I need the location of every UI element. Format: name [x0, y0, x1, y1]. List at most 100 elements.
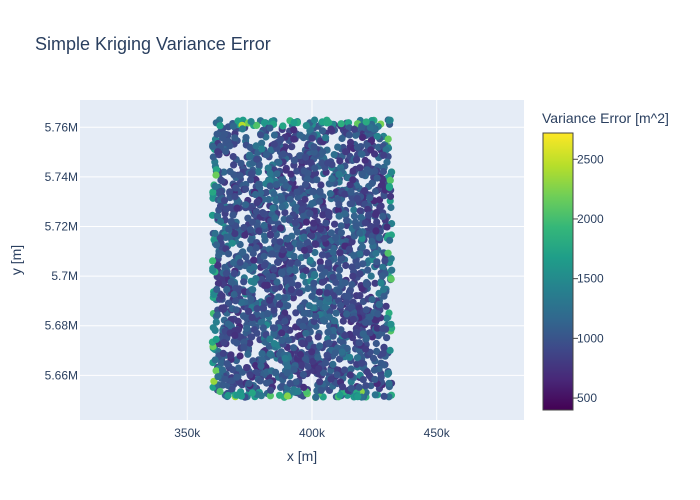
data-point — [232, 297, 240, 305]
data-point — [212, 318, 220, 326]
data-point — [373, 258, 381, 266]
data-point — [247, 118, 255, 126]
data-point — [309, 219, 318, 227]
data-point — [297, 361, 306, 370]
data-point — [223, 360, 231, 368]
data-point — [234, 364, 243, 372]
data-point — [283, 392, 292, 400]
colorbar-tick-label: 2000 — [577, 212, 604, 226]
data-point — [248, 313, 256, 321]
data-point — [339, 317, 347, 325]
data-point — [267, 386, 275, 394]
data-point — [326, 190, 334, 198]
data-point — [231, 193, 239, 201]
data-point — [345, 131, 353, 139]
data-point — [230, 258, 238, 266]
data-point — [332, 309, 340, 317]
data-point — [278, 268, 286, 276]
data-point — [305, 302, 313, 310]
data-point — [366, 123, 374, 132]
data-point — [332, 234, 340, 242]
data-point — [354, 393, 362, 401]
data-point — [358, 243, 366, 251]
data-point — [253, 329, 261, 337]
data-point — [304, 284, 312, 293]
data-point — [301, 180, 310, 189]
data-point — [249, 249, 257, 258]
data-point — [380, 151, 388, 159]
data-point — [230, 290, 238, 299]
x-tick-label: 400k — [299, 426, 326, 440]
data-point — [214, 279, 222, 287]
data-point — [372, 187, 380, 195]
data-point — [254, 168, 263, 176]
data-point — [298, 339, 306, 347]
data-point — [323, 289, 331, 297]
data-point — [246, 151, 254, 159]
data-point — [310, 148, 318, 156]
data-point — [262, 151, 270, 159]
data-point — [300, 212, 308, 220]
data-point — [232, 184, 240, 192]
data-point — [368, 237, 376, 246]
data-point — [271, 237, 279, 245]
data-point — [335, 288, 343, 296]
data-point — [308, 292, 316, 300]
data-point — [300, 383, 308, 391]
data-point — [282, 276, 290, 284]
data-point — [364, 266, 372, 274]
data-point — [209, 153, 217, 161]
data-point — [284, 235, 292, 243]
data-point — [216, 142, 225, 150]
data-point — [380, 392, 388, 400]
data-point — [350, 125, 358, 133]
data-point — [296, 152, 304, 160]
x-axis-title: x [m] — [287, 448, 317, 464]
data-point — [281, 354, 289, 362]
data-point — [253, 121, 261, 129]
data-point — [300, 309, 308, 317]
data-point — [341, 279, 349, 287]
data-point — [356, 250, 364, 258]
data-point — [260, 252, 268, 260]
data-point — [325, 313, 334, 321]
data-point — [258, 356, 266, 364]
data-point — [277, 224, 285, 232]
data-point — [356, 292, 364, 300]
data-point — [293, 188, 301, 196]
data-point — [226, 203, 234, 211]
data-point — [287, 286, 295, 294]
data-point — [215, 188, 223, 196]
data-point — [216, 122, 224, 130]
data-point — [311, 248, 319, 257]
data-point — [256, 377, 264, 385]
data-point — [216, 387, 224, 396]
data-point — [276, 391, 284, 399]
data-point — [385, 116, 393, 124]
y-tick-labels: 5.66M 5.68M 5.7M 5.72M 5.74M 5.76M — [45, 120, 78, 382]
data-point — [276, 300, 284, 309]
data-point — [322, 134, 330, 142]
data-point — [356, 207, 364, 215]
data-point — [347, 384, 355, 392]
data-point — [211, 182, 219, 190]
data-point — [352, 156, 361, 164]
data-point — [281, 317, 289, 325]
data-point — [270, 225, 278, 233]
data-point — [291, 266, 299, 275]
data-point — [265, 272, 273, 281]
data-point — [302, 329, 310, 337]
data-point — [344, 292, 352, 300]
data-point — [228, 385, 236, 393]
data-point — [308, 348, 316, 356]
data-point — [278, 176, 286, 184]
y-tick-label: 5.68M — [45, 319, 78, 333]
data-point — [219, 349, 227, 357]
data-point — [229, 122, 237, 130]
data-point — [278, 329, 286, 337]
data-point — [309, 357, 317, 366]
data-point — [341, 366, 349, 374]
data-point — [244, 350, 252, 358]
data-point — [240, 224, 248, 232]
data-point — [314, 333, 322, 341]
